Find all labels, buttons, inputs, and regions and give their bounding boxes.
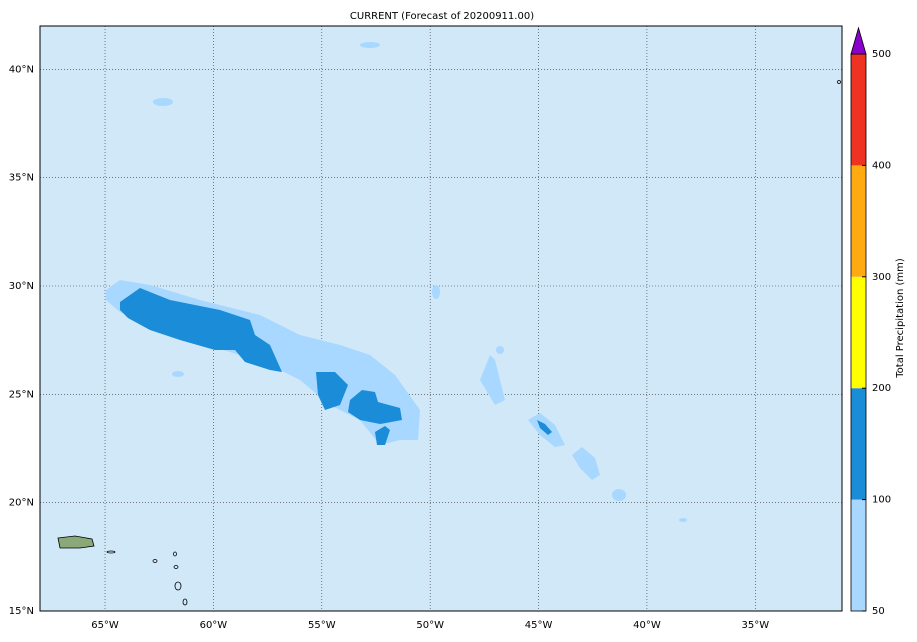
precip-dark <box>120 288 552 445</box>
island <box>173 551 177 557</box>
precip-contour <box>153 98 173 106</box>
colorbar-tick-label: 200 <box>872 383 891 394</box>
chart-title: CURRENT (Forecast of 20200911.00) <box>350 11 534 22</box>
precip-contour <box>496 346 504 354</box>
island <box>174 581 182 591</box>
island <box>837 80 841 84</box>
colorbar-tick-label: 400 <box>872 160 891 171</box>
precip-contour <box>360 42 380 48</box>
precip-contour <box>537 420 552 435</box>
x-tick-label: 60°W <box>200 620 228 631</box>
colorbar-segment <box>851 54 866 166</box>
precip-contour <box>572 447 600 480</box>
colorbar-segment <box>851 276 866 389</box>
plot-frame <box>39 25 843 612</box>
colorbar-segment <box>851 388 866 500</box>
colorbar-extend <box>850 26 867 55</box>
island <box>182 598 188 606</box>
y-tick-label: 40°N <box>9 64 34 75</box>
y-tick-label: 35°N <box>9 173 34 184</box>
precip-contour <box>612 489 626 501</box>
precip-contour <box>172 371 184 377</box>
colorbar-segment <box>851 499 866 611</box>
y-tick-label: 20°N <box>9 498 34 509</box>
y-tick-label: 25°N <box>9 389 34 400</box>
colorbar-tick-label: 300 <box>872 272 891 283</box>
precip-contour <box>375 426 390 445</box>
y-tick-label: 15°N <box>9 606 34 617</box>
precip-contour <box>679 518 687 522</box>
island <box>173 565 179 569</box>
precip-contour <box>432 285 440 299</box>
x-tick-label: 35°W <box>741 620 769 631</box>
x-tick-label: 55°W <box>308 620 336 631</box>
colorbar: 50 100 200 300 400 500 <box>850 26 891 617</box>
colorbar-tick-label: 500 <box>872 49 891 60</box>
precip-contour <box>348 390 402 424</box>
island <box>152 559 158 563</box>
colorbar-segment <box>851 165 866 277</box>
precip-contour <box>480 355 505 405</box>
land <box>57 80 841 606</box>
x-tick-label: 45°W <box>525 620 553 631</box>
colorbar-frame <box>850 53 867 612</box>
x-tick-label: 50°W <box>416 620 444 631</box>
x-tick-label: 65°W <box>91 620 119 631</box>
precip-contour <box>120 288 282 372</box>
colorbar-tick-label: 50 <box>872 606 885 617</box>
colorbar-label: Total Precipitation (mm) <box>895 258 906 379</box>
x-tick-label: 40°W <box>633 620 661 631</box>
island <box>57 535 95 549</box>
y-tick-label: 30°N <box>9 281 34 292</box>
island <box>106 550 116 554</box>
precip-contour <box>316 372 348 410</box>
colorbar-tick-label: 100 <box>872 495 891 506</box>
